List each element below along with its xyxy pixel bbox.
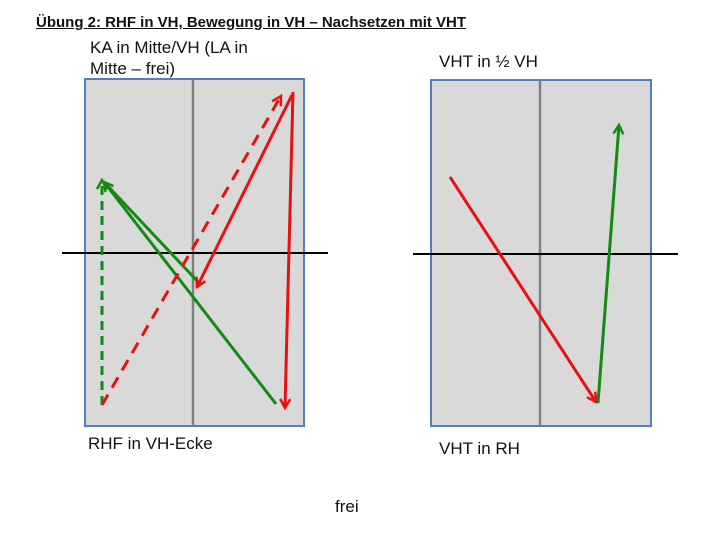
right-bottom-label: VHT in RH [439,439,520,458]
red-arrow-vertical [285,91,295,408]
footer-label: frei [335,497,359,516]
green-arrow-diagonal [104,182,278,405]
red-arrow-right [448,176,596,402]
left-top-label-line2: Mitte – frei) [90,59,176,78]
red-arrow-diagonal [197,94,294,287]
green-arrow-right [596,125,619,404]
exercise-title: Übung 2: RHF in VH, Bewegung in VH – Nac… [36,14,467,31]
green-line-return [102,180,203,287]
right-top-label: VHT in ½ VH [439,52,538,71]
left-top-label-line1: KA in Mitte/VH (LA in [90,38,248,57]
left-bottom-label: RHF in VH-Ecke [88,434,213,453]
